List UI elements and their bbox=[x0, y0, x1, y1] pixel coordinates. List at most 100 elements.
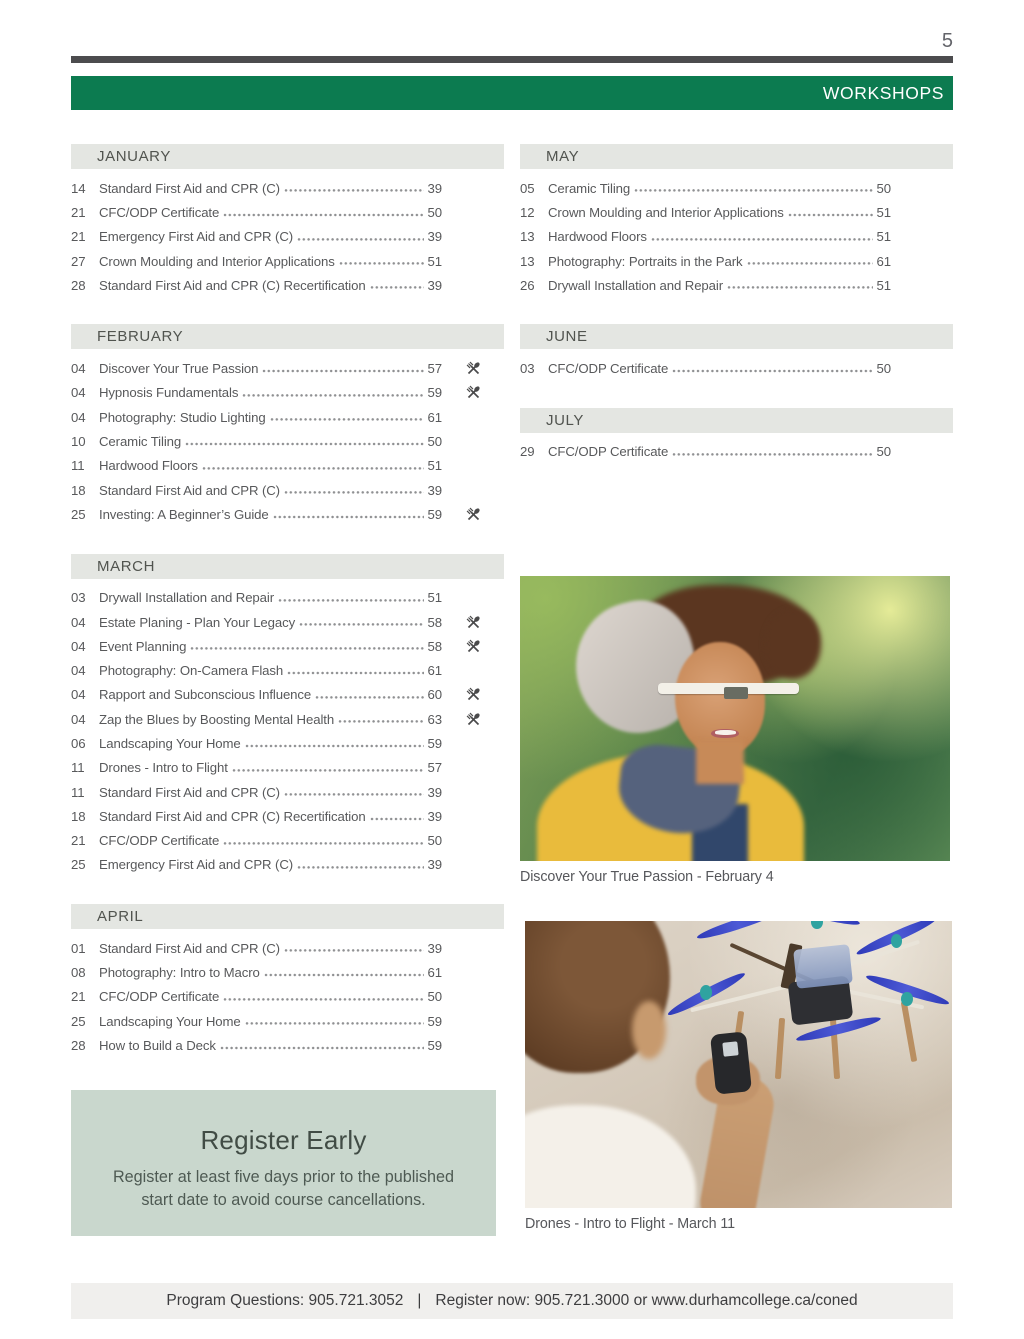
course-row: 28 Standard First Aid and CPR (C) Recert… bbox=[71, 273, 504, 298]
course-row: 04 Photography: Studio Lighting 61 bbox=[71, 405, 504, 430]
course-title: Photography: Intro to Macro bbox=[99, 965, 260, 981]
month-section: MARCH 03 Drywall Installation and Repair… bbox=[71, 553, 504, 878]
course-row: 04 Rapport and Subconscious Influence 60 bbox=[71, 682, 504, 708]
course-row: 11 Hardwood Floors 51 bbox=[71, 453, 504, 478]
course-page-number: 51 bbox=[876, 204, 892, 220]
course-day: 04 bbox=[71, 614, 86, 630]
workshops-banner: WORKSHOPS bbox=[71, 76, 953, 110]
course-title: Ceramic Tiling bbox=[548, 180, 631, 196]
course-day: 25 bbox=[71, 857, 86, 873]
month-header: JANUARY bbox=[71, 144, 504, 169]
dot-leader bbox=[269, 405, 424, 430]
course-day: 05 bbox=[520, 180, 535, 196]
course-page-number: 59 bbox=[427, 1013, 443, 1029]
figure-discover-passion: Discover Your True Passion - February 4 bbox=[520, 576, 950, 885]
course-row: 14 Standard First Aid and CPR (C) 39 bbox=[71, 176, 504, 201]
month-header: MAY bbox=[520, 144, 953, 169]
course-title: Crown Moulding and Interior Applications bbox=[548, 204, 784, 220]
meal-icon bbox=[466, 361, 480, 375]
right-column: MAY 05 Ceramic Tiling 50 12 Crown Mouldi… bbox=[520, 144, 953, 1236]
course-day: 11 bbox=[71, 760, 85, 776]
course-page-number: 39 bbox=[427, 940, 443, 956]
course-row: 08 Photography: Intro to Macro 61 bbox=[71, 960, 504, 985]
course-title: Emergency First Aid and CPR (C) bbox=[99, 229, 294, 245]
course-row: 25 Investing: A Beginner’s Guide 59 bbox=[71, 502, 504, 527]
course-row: 04 Hypnosis Fundamentals 59 bbox=[71, 380, 504, 406]
dot-leader bbox=[242, 380, 424, 406]
meal-icon-cell bbox=[442, 360, 504, 377]
course-page-number: 39 bbox=[427, 482, 443, 498]
course-day: 13 bbox=[520, 229, 535, 245]
month-section: JULY 29 CFC/ODP Certificate 50 bbox=[520, 407, 953, 465]
remote-control-shape bbox=[709, 1031, 753, 1095]
drone-leg bbox=[901, 1001, 918, 1063]
course-page-number: 51 bbox=[876, 277, 892, 293]
dot-leader bbox=[201, 453, 424, 478]
course-title: Standard First Aid and CPR (C) bbox=[99, 482, 280, 498]
register-early-body: Register at least five days prior to the… bbox=[112, 1167, 455, 1210]
dot-leader bbox=[244, 731, 424, 756]
course-title: Crown Moulding and Interior Applications bbox=[99, 253, 335, 269]
course-row: 28 How to Build a Deck 59 bbox=[71, 1033, 504, 1058]
course-title: Rapport and Subconscious Influence bbox=[99, 687, 312, 703]
month-items: 03 Drywall Installation and Repair 51 04… bbox=[71, 579, 504, 878]
dot-leader bbox=[219, 1033, 424, 1058]
course-page-number: 59 bbox=[427, 385, 443, 401]
course-day: 11 bbox=[71, 458, 85, 474]
dot-leader bbox=[727, 273, 873, 298]
course-day: 04 bbox=[71, 638, 86, 654]
course-row: 01 Standard First Aid and CPR (C) 39 bbox=[71, 936, 504, 961]
course-day: 04 bbox=[71, 361, 86, 377]
column-gap bbox=[504, 144, 520, 1236]
course-day: 04 bbox=[71, 409, 86, 425]
course-title: Hardwood Floors bbox=[548, 229, 647, 245]
dot-leader bbox=[338, 248, 424, 274]
course-page-number: 57 bbox=[427, 760, 443, 776]
course-page-number: 57 bbox=[427, 361, 443, 377]
course-page-number: 50 bbox=[427, 833, 443, 849]
neck-shape bbox=[696, 741, 744, 785]
dot-leader bbox=[315, 682, 424, 708]
drone-shape bbox=[665, 921, 951, 1082]
course-page-number: 60 bbox=[427, 687, 443, 703]
drone-propeller bbox=[695, 921, 782, 944]
footer-program-questions: Program Questions: 905.721.3052 bbox=[166, 1292, 404, 1309]
meal-icon bbox=[466, 639, 480, 652]
month-items: 14 Standard First Aid and CPR (C) 39 21 … bbox=[71, 169, 504, 298]
month-header: APRIL bbox=[71, 904, 504, 930]
dot-leader bbox=[338, 707, 424, 732]
photo-caption: Discover Your True Passion - February 4 bbox=[520, 869, 774, 886]
course-page-number: 59 bbox=[427, 1037, 443, 1053]
course-page-number: 39 bbox=[427, 808, 443, 824]
course-day: 28 bbox=[71, 1037, 86, 1053]
course-row: 21 CFC/ODP Certificate 50 bbox=[71, 984, 504, 1010]
dot-leader bbox=[223, 200, 424, 225]
course-title: Ceramic Tiling bbox=[99, 434, 182, 450]
meal-icon bbox=[466, 386, 480, 399]
course-title: Standard First Aid and CPR (C) bbox=[99, 784, 280, 800]
month-label: MAY bbox=[546, 148, 580, 165]
course-page-number: 39 bbox=[427, 277, 443, 293]
footer-register-now: Register now: 905.721.3000 or www.durham… bbox=[435, 1292, 858, 1309]
course-day: 29 bbox=[520, 444, 535, 460]
month-label: MARCH bbox=[97, 557, 155, 575]
course-page-number: 50 bbox=[427, 204, 443, 220]
course-page-number: 39 bbox=[427, 857, 443, 873]
course-day: 13 bbox=[520, 253, 535, 269]
drone-canopy bbox=[793, 943, 853, 989]
month-section: JANUARY 14 Standard First Aid and CPR (C… bbox=[71, 144, 504, 298]
month-label: JULY bbox=[546, 411, 584, 429]
dot-leader bbox=[672, 439, 873, 465]
course-row: 21 Emergency First Aid and CPR (C) 39 bbox=[71, 224, 504, 249]
course-page-number: 58 bbox=[427, 614, 443, 630]
course-page-number: 50 bbox=[876, 361, 892, 377]
course-page-number: 39 bbox=[427, 180, 443, 196]
course-page-number: 51 bbox=[427, 590, 443, 606]
course-page-number: 58 bbox=[427, 638, 443, 654]
course-title: Drones - Intro to Flight bbox=[99, 760, 228, 776]
course-day: 06 bbox=[71, 735, 86, 751]
course-page-number: 39 bbox=[427, 784, 443, 800]
course-page-number: 61 bbox=[427, 663, 443, 679]
course-row: 05 Ceramic Tiling 50 bbox=[520, 176, 953, 201]
course-day: 04 bbox=[71, 663, 86, 679]
